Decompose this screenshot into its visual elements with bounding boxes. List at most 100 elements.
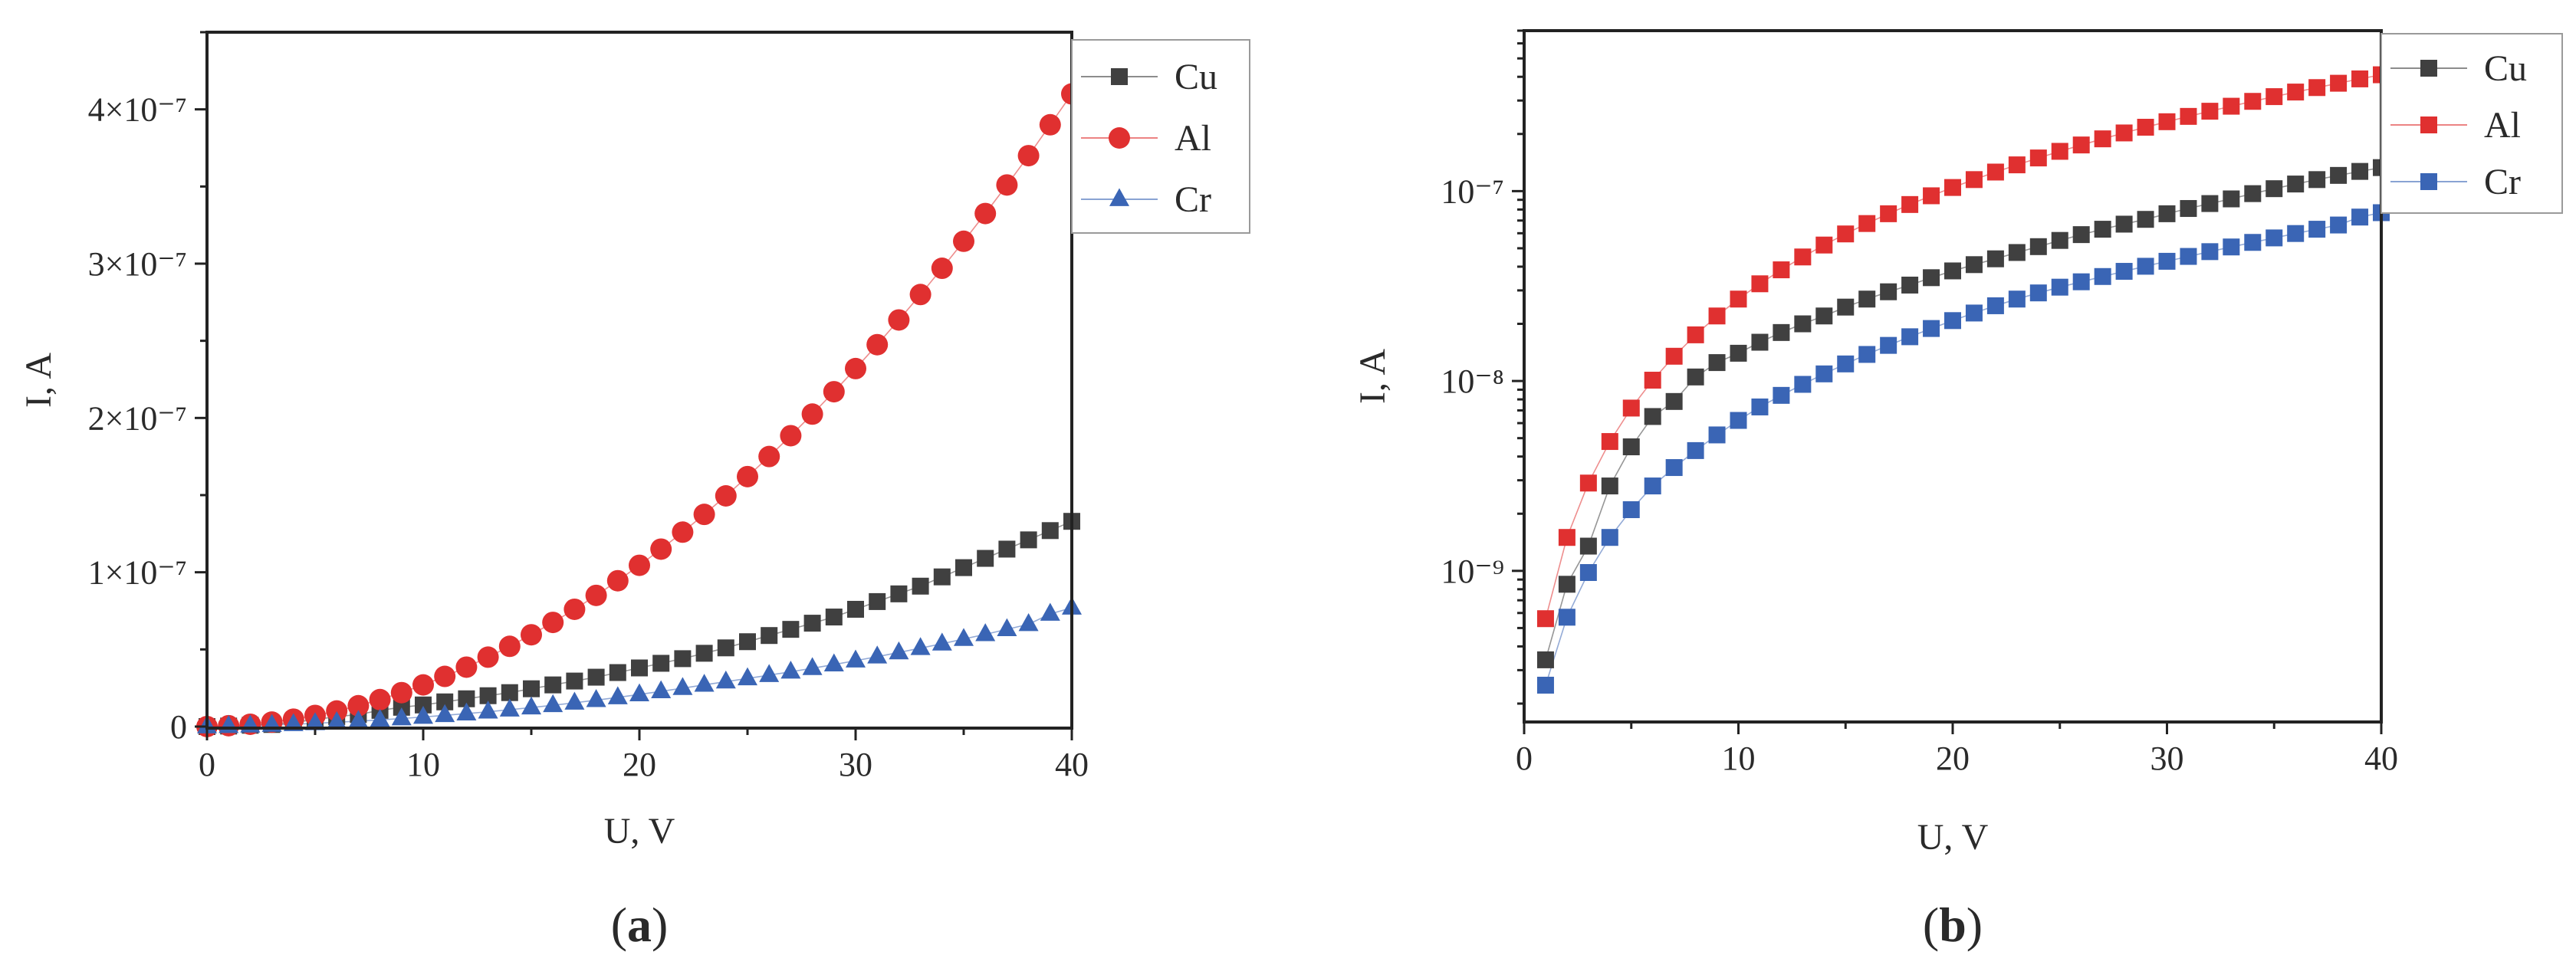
data-point-al — [2201, 103, 2219, 120]
panel-letter: b — [1939, 897, 1967, 952]
x-tick-label: 10 — [1722, 740, 1756, 777]
data-point-al — [1687, 326, 1704, 343]
data-point-cu — [2201, 195, 2219, 212]
data-point-al — [737, 465, 758, 487]
data-point-al — [455, 656, 478, 678]
legend-label-cu: Cu — [1175, 57, 1217, 97]
data-point-al — [498, 635, 521, 658]
data-point-cr — [564, 691, 585, 710]
data-point-cu — [847, 600, 864, 618]
data-point-cr — [954, 628, 974, 646]
data-point-al — [1965, 171, 1983, 189]
data-point-cr — [651, 680, 672, 698]
data-point-al — [1622, 399, 1640, 417]
data-point-cr — [1040, 602, 1060, 621]
data-point-cu — [2051, 231, 2068, 249]
data-point-cu — [2180, 200, 2197, 218]
legend: Cu Al Cr — [2380, 33, 2563, 214]
data-point-al — [369, 688, 391, 710]
data-point-cu — [2308, 171, 2326, 189]
data-point-al — [2072, 136, 2090, 154]
data-point-cu — [782, 621, 800, 638]
data-point-cr — [521, 696, 541, 715]
data-point-al — [347, 694, 370, 717]
data-point-cr — [543, 694, 564, 713]
data-point-al — [2008, 156, 2026, 174]
data-point-cr — [780, 661, 801, 679]
legend: Cu Al Cr — [1071, 39, 1250, 234]
data-point-cu — [1644, 408, 1661, 425]
data-point-cu — [1794, 315, 1812, 333]
y-tick-label: 10⁻⁷ — [1441, 172, 1504, 210]
data-point-cu — [890, 585, 908, 602]
data-point-al — [2266, 88, 2283, 106]
data-point-cr — [672, 677, 693, 695]
data-point-cr — [1901, 328, 1919, 346]
data-point-cr — [391, 707, 412, 726]
data-point-cu — [739, 633, 756, 651]
data-point-al — [1708, 307, 1726, 325]
data-point-cr — [2330, 216, 2348, 234]
data-point-al — [953, 230, 974, 252]
data-point-cr — [2094, 267, 2111, 285]
data-point-cr — [1644, 477, 1661, 495]
series-line-cu — [1545, 166, 2382, 661]
data-point-cr — [1858, 346, 1876, 363]
data-point-al — [1901, 195, 1919, 213]
data-point-cr — [456, 702, 477, 720]
data-point-cu — [566, 672, 583, 690]
data-point-cr — [305, 712, 325, 730]
data-point-cu — [2351, 162, 2369, 180]
data-point-cu — [587, 668, 605, 686]
data-point-cr — [2308, 221, 2326, 238]
data-point-cr — [1880, 336, 1898, 354]
data-point-al — [2051, 143, 2068, 160]
x-tick-label: 40 — [2364, 740, 2398, 777]
y-axis-title: I, A — [1352, 349, 1393, 404]
legend-label-cr: Cr — [1175, 179, 1211, 220]
data-point-al — [2308, 79, 2326, 97]
data-point-cu — [652, 655, 670, 672]
data-point-cu — [2287, 176, 2305, 193]
data-point-cu — [1986, 250, 2004, 267]
data-point-cu — [1536, 651, 1554, 668]
data-point-al — [585, 584, 607, 606]
data-point-al — [434, 665, 456, 687]
data-point-cr — [759, 664, 780, 682]
data-point-cu — [2008, 244, 2026, 261]
x-axis-title: U, V — [1917, 817, 1989, 858]
data-point-cr — [1622, 501, 1640, 519]
data-point-al — [1944, 179, 1961, 196]
data-point-cr — [1965, 304, 1983, 322]
data-point-al — [1644, 372, 1661, 389]
data-point-cu — [2115, 215, 2133, 233]
data-point-cu — [2137, 211, 2154, 228]
data-point-al — [1837, 225, 1855, 243]
data-point-cu — [1579, 537, 1597, 555]
data-point-cu — [458, 690, 475, 707]
data-point-al — [650, 538, 672, 560]
data-point-cr — [975, 623, 996, 642]
data-point-cr — [1730, 412, 1747, 429]
data-point-al — [888, 309, 910, 331]
data-point-cr — [1687, 441, 1704, 459]
data-point-cu — [609, 664, 626, 681]
data-point-cu — [1944, 262, 1961, 280]
data-point-cu — [761, 627, 778, 645]
data-point-al — [1601, 433, 1618, 451]
x-tick-label: 40 — [1055, 746, 1089, 783]
data-point-cr — [1794, 376, 1812, 393]
data-point-cu — [523, 680, 540, 697]
panel-label: (a) — [611, 897, 669, 952]
data-point-al — [1039, 113, 1061, 136]
data-point-cr — [910, 637, 931, 655]
data-point-cr — [867, 645, 888, 664]
data-point-cr — [1601, 529, 1618, 546]
data-point-cu — [955, 559, 972, 576]
legend-marker-cr — [1109, 188, 1129, 206]
data-point-cu — [695, 645, 713, 662]
data-point-cu — [1815, 307, 1833, 325]
data-point-al — [845, 357, 866, 379]
data-point-cr — [1536, 676, 1554, 694]
